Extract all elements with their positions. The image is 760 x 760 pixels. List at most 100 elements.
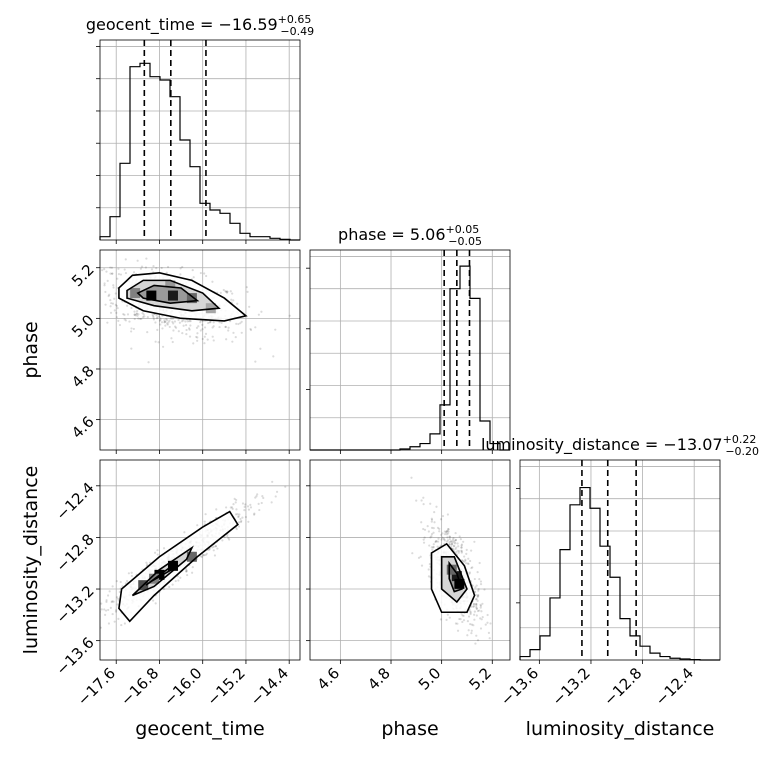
scatter-point	[228, 538, 231, 541]
scatter-point	[211, 280, 214, 283]
scatter-point	[443, 538, 446, 541]
panel-frame	[519, 459, 721, 661]
scatter-point	[224, 325, 227, 329]
scatter-point	[441, 514, 445, 518]
scatter-point	[154, 321, 157, 324]
scatter-point	[101, 269, 104, 272]
scatter-point	[462, 614, 465, 618]
scatter-point	[476, 594, 479, 597]
scatter-point	[453, 539, 456, 542]
x-axis-label-phase: phase	[381, 718, 438, 740]
y-axis-label-luminosity_distance: luminosity_distance	[20, 466, 42, 655]
scatter-point	[476, 609, 480, 613]
scatter-point	[186, 320, 189, 323]
scatter-point	[227, 329, 230, 332]
scatter-point	[473, 618, 476, 621]
scatter-point	[452, 548, 455, 551]
scatter-point	[248, 305, 251, 308]
scatter-point	[442, 537, 445, 540]
scatter-point	[475, 584, 478, 587]
scatter-point	[420, 521, 423, 524]
scatter-point	[447, 528, 450, 531]
scatter-point	[185, 569, 188, 573]
scatter-point	[472, 624, 475, 627]
scatter-point	[109, 606, 112, 609]
scatter-point	[185, 570, 188, 573]
scatter-point	[146, 330, 149, 334]
scatter-point	[171, 317, 175, 320]
scatter-point	[30, 662, 32, 664]
scatter-point	[253, 512, 256, 515]
scatter-point	[225, 291, 229, 294]
scatter-point	[246, 505, 250, 508]
contour-line-2	[145, 565, 179, 586]
scatter-point	[192, 342, 195, 345]
scatter-point	[461, 559, 465, 563]
scatter-point	[184, 568, 188, 571]
scatter-point	[141, 316, 145, 319]
scatter-point	[163, 321, 166, 324]
scatter-point	[460, 543, 464, 546]
scatter-point	[91, 294, 93, 296]
scatter-point	[467, 562, 470, 565]
scatter-point	[420, 564, 424, 567]
scatter-point	[69, 295, 71, 297]
scatter-point	[486, 621, 489, 624]
scatter-point	[188, 328, 191, 331]
scatter-point	[116, 307, 119, 310]
scatter-point	[158, 315, 161, 318]
scatter-point	[464, 558, 467, 561]
scatter-point	[474, 586, 477, 589]
scatter-point	[479, 580, 483, 583]
scatter-point	[422, 503, 425, 506]
scatter-point	[61, 263, 63, 265]
panel-frame	[99, 249, 301, 451]
density-cell	[186, 293, 197, 304]
scatter-point	[239, 517, 242, 521]
scatter-point	[457, 551, 460, 554]
scatter-point	[459, 618, 462, 621]
scatter-point	[255, 495, 258, 498]
scatter-point	[430, 518, 434, 521]
scatter-point	[116, 603, 119, 606]
scatter-point	[445, 531, 448, 534]
histogram-step-geocent_time	[99, 62, 300, 241]
scatter-point	[152, 318, 156, 321]
scatter-point	[130, 306, 133, 310]
scatter-point	[160, 266, 163, 270]
scatter-point	[90, 287, 92, 289]
scatter-point	[453, 541, 456, 544]
scatter-point	[109, 272, 112, 275]
scatter-point	[475, 602, 478, 606]
scatter-point	[103, 284, 106, 287]
scatter-point	[185, 333, 188, 336]
scatter-point	[479, 617, 482, 620]
scatter-point	[435, 540, 438, 543]
scatter-point	[118, 323, 122, 327]
scatter-point	[432, 531, 435, 534]
scatter-point	[220, 321, 223, 324]
scatter-point	[466, 634, 469, 637]
scatter-point	[203, 272, 206, 275]
density-cell	[167, 560, 178, 571]
scatter-point	[130, 347, 133, 350]
joint-panel-phase-luminosity_distance: 4.6 4.8 5.0 5.2	[306, 459, 511, 694]
scatter-point	[85, 300, 87, 302]
scatter-point	[202, 554, 206, 557]
scatter-point	[107, 294, 110, 298]
scatter-point	[476, 599, 479, 602]
scatter-point	[234, 336, 237, 339]
scatter-point	[205, 552, 208, 555]
scatter-point	[426, 525, 429, 528]
scatter-point	[462, 619, 466, 622]
scatter-point	[150, 268, 154, 271]
scatter-point	[423, 536, 426, 539]
scatter-point	[115, 596, 119, 599]
panel-title-phase: phase = 5.06+0.05 −0.05	[338, 223, 482, 248]
scatter-point	[477, 589, 480, 592]
scatter-point	[481, 616, 484, 619]
scatter-point	[170, 337, 173, 340]
scatter-point	[110, 302, 113, 305]
scatter-point	[475, 634, 478, 637]
scatter-point	[195, 335, 198, 339]
